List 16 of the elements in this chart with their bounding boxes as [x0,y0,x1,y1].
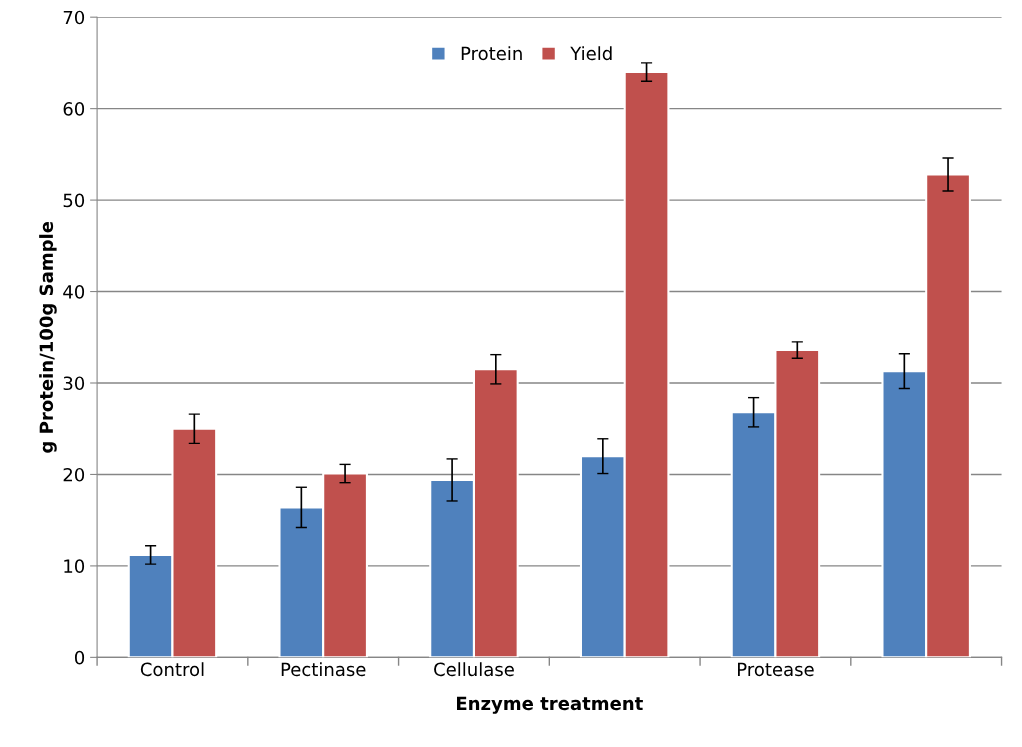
y-tick-label: 70 [63,10,85,25]
y-tick-label: 20 [63,467,85,482]
y-tick-label: 0 [74,650,85,665]
x-axis-title: Enzyme treatment [457,696,643,714]
legend-label: Yield [570,46,612,61]
y-tick-label: 50 [63,193,85,208]
y-tick-label: 60 [63,102,85,116]
y-tick-label: 40 [63,285,85,299]
legend-label: Protein [461,46,522,61]
x-tick-label: Control [140,662,204,677]
y-tick-label: 10 [64,559,85,574]
x-tick-label: Pectinase [281,662,366,677]
x-tick-label: Protease [738,662,814,677]
y-tick-label: 30 [63,376,85,391]
y-axis-title: g Protein/100g Sample [39,221,57,453]
x-tick-label: Cellulase [434,662,514,677]
